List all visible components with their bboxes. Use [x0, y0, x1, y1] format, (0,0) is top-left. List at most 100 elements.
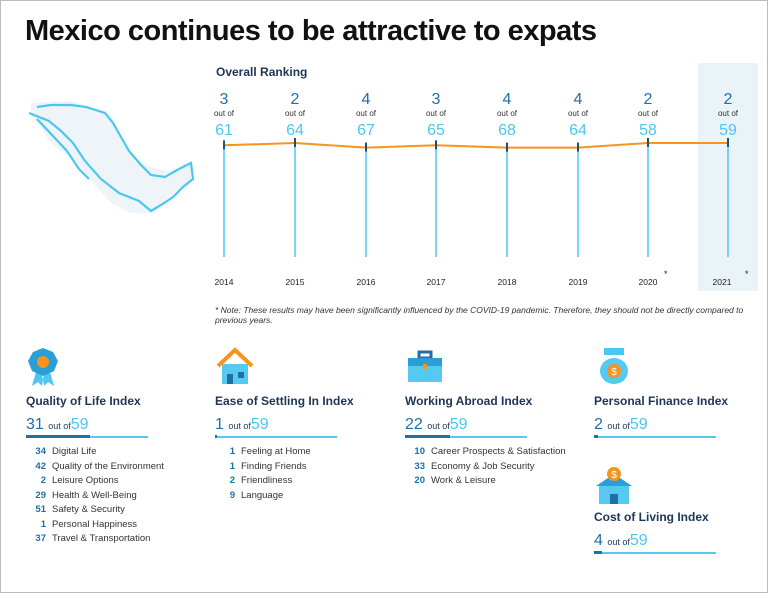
list-item: 29 Health & Well-Being — [26, 490, 176, 505]
index-section: $ Cost of Living Index 4 out of59 — [594, 466, 744, 562]
item-rank: 42 — [35, 460, 46, 472]
out-of-label: out of — [427, 421, 450, 431]
item-rank: 34 — [35, 446, 46, 457]
index-title: Personal Finance Index — [594, 394, 729, 408]
total-value-2017: 65 — [427, 122, 445, 139]
list-item: 20 Work & Leisure — [405, 475, 555, 490]
item-rank: 1 — [229, 446, 235, 457]
page-title: Mexico continues to be attractive to exp… — [25, 15, 597, 47]
total-value-2020: 58 — [639, 122, 657, 139]
item-label: Digital Life — [52, 446, 97, 457]
item-rank: 51 — [35, 504, 46, 515]
index-rank: 2 out of59 — [594, 416, 744, 434]
list-item: 42 Quality of the Environment — [26, 461, 176, 476]
rank-bar — [215, 435, 337, 438]
year-label-2017: 2017 — [427, 277, 446, 287]
item-rank: 1 — [40, 518, 46, 530]
index-section: Ease of Settling In Index 1 out of59 1 Fe… — [215, 346, 365, 504]
item-rank: 20 — [414, 475, 425, 486]
list-item: 9 Language — [215, 490, 365, 505]
list-item: 10 Career Prospects & Satisfaction — [405, 446, 565, 461]
list-item: 2 Leisure Options — [26, 475, 176, 490]
year-label-2021: 2021 — [713, 277, 732, 287]
list-item: 2 Friendliness — [215, 475, 365, 490]
year-label-2019: 2019 — [569, 277, 588, 287]
list-item: 1 Feeling at Home — [215, 446, 365, 461]
money-bag-icon: $ — [594, 346, 744, 386]
item-label: Language — [241, 489, 284, 501]
index-section: Working Abroad Index 22 out of59 10 Caree… — [405, 346, 566, 490]
item-label: Feeling at Home — [241, 446, 311, 457]
item-label: Health & Well-Being — [52, 489, 137, 501]
rank-bar-fill — [594, 435, 599, 438]
index-rank: 1 out of59 — [215, 416, 365, 434]
out-of-label: out of — [426, 109, 447, 118]
rank-value: 22 — [405, 416, 423, 433]
rank-bar-fill — [26, 435, 91, 438]
rank-value-2014: 3 — [220, 91, 229, 108]
item-label: Quality of the Environment — [52, 460, 164, 472]
out-of-label: out of — [607, 421, 630, 431]
rank-value-2019: 4 — [574, 91, 583, 108]
total-value-2021: 59 — [719, 122, 737, 139]
rank-value: 31 — [26, 416, 44, 433]
rank-total: 59 — [629, 532, 648, 549]
out-of-label: out of — [48, 421, 71, 431]
rank-bar — [26, 435, 148, 438]
index-title: Quality of Life Index — [26, 394, 141, 408]
total-value-2014: 61 — [215, 122, 233, 139]
rank-bar-fill — [215, 435, 218, 438]
rank-bar-fill — [594, 551, 603, 554]
item-rank: 9 — [229, 489, 235, 501]
item-label: Safety & Security — [52, 504, 125, 515]
index-rank: 4 out of59 — [594, 532, 744, 550]
rank-bar-fill — [405, 435, 451, 438]
rank-total: 59 — [629, 416, 648, 433]
mexico-map-icon — [28, 101, 195, 213]
total-value-2018: 68 — [498, 122, 516, 139]
item-label: Finding Friends — [241, 460, 307, 472]
chart-title: Overall Ranking — [216, 65, 308, 79]
list-item: 33 Economy & Job Security — [405, 461, 555, 476]
rank-value: 2 — [594, 416, 603, 433]
item-label: Economy & Job Security — [431, 460, 535, 472]
out-of-label: out of — [356, 109, 377, 118]
list-item: 37 Travel & Transportation — [26, 533, 176, 548]
rank-bar — [594, 435, 716, 438]
item-rank: 29 — [35, 489, 46, 501]
item-label: Career Prospects & Satisfaction — [431, 446, 566, 457]
rank-total: 59 — [70, 416, 89, 433]
index-rank: 31 out of59 — [26, 416, 176, 434]
total-value-2019: 64 — [569, 122, 587, 139]
total-value-2015: 64 — [286, 122, 304, 139]
out-of-label: out of — [718, 109, 739, 118]
item-rank: 37 — [35, 533, 46, 544]
rank-value-2018: 4 — [503, 91, 512, 108]
out-of-label: out of — [607, 537, 630, 547]
covid-note: * Note: These results may have been sign… — [215, 305, 744, 325]
rank-bar — [405, 435, 527, 438]
rank-value: 4 — [594, 532, 603, 549]
house-dollar-icon: $ — [594, 466, 744, 506]
year-label-2020: 2020 — [639, 277, 658, 287]
index-title: Cost of Living Index — [594, 510, 709, 524]
index-title: Ease of Settling In Index — [215, 394, 354, 408]
index-title: Working Abroad Index — [405, 394, 533, 408]
out-of-label: out of — [568, 109, 589, 118]
year-label-2016: 2016 — [357, 277, 376, 287]
rank-value-2020: 2 — [644, 91, 653, 108]
rank-value-2015: 2 — [291, 91, 300, 108]
rank-total: 59 — [449, 416, 468, 433]
house-icon — [215, 346, 365, 386]
svg-text:$: $ — [611, 367, 617, 378]
index-section: $ Personal Finance Index 2 out of59 — [594, 346, 744, 446]
medal-icon — [26, 346, 176, 386]
asterisk-2021: * — [745, 269, 749, 279]
year-label-2018: 2018 — [498, 277, 517, 287]
year-label-2014: 2014 — [215, 277, 234, 287]
rank-value: 1 — [215, 416, 224, 433]
total-value-2016: 67 — [357, 122, 375, 139]
out-of-label: out of — [214, 109, 235, 118]
rank-total: 59 — [250, 416, 269, 433]
rank-bar — [594, 551, 716, 554]
